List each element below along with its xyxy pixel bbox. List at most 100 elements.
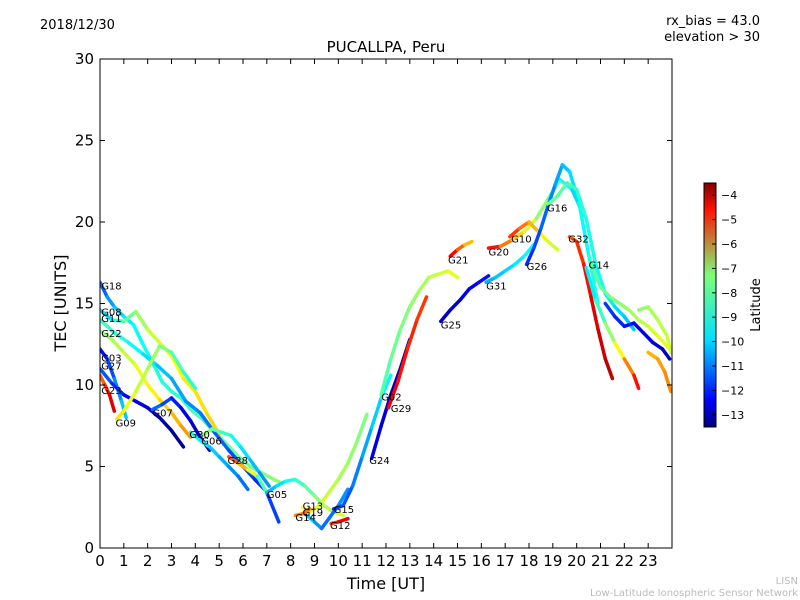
track-segment (141, 352, 159, 368)
track-segment (181, 370, 198, 391)
satellite-track (100, 373, 117, 413)
org-short-label: LISN (775, 576, 798, 587)
satellite-label: G22 (101, 329, 121, 340)
track-segment (105, 295, 117, 309)
satellite-label: G23 (101, 386, 121, 397)
track-segment (448, 298, 462, 312)
x-tick-label: 13 (400, 552, 419, 570)
track-segment (439, 308, 453, 324)
track-segment (169, 389, 183, 400)
track-segment (255, 474, 269, 495)
track-segment (200, 427, 214, 438)
track-segment (157, 344, 174, 355)
track-segment (327, 477, 341, 495)
track-segment (646, 350, 660, 361)
track-segment (646, 305, 660, 322)
track-segment (150, 360, 164, 384)
track-segment (532, 226, 543, 250)
colorbar-tick-label: −7 (721, 262, 737, 275)
satellite-label: G30 (189, 430, 209, 441)
x-tick-label: 15 (448, 552, 467, 570)
track-segment (336, 487, 350, 508)
y-tick-label: 5 (84, 458, 94, 476)
track-segment (193, 389, 210, 417)
satellite-label: G09 (116, 419, 136, 430)
track-segment (379, 393, 393, 428)
track-segment (236, 474, 250, 492)
track-segment (248, 458, 262, 475)
x-tick-label: 7 (262, 552, 272, 570)
x-tick-label: 23 (639, 552, 658, 570)
track-segment (534, 197, 550, 221)
credit-block: LISN Low-Latitude Ionospheric Sensor Net… (590, 576, 798, 600)
track-segment (257, 471, 271, 488)
track-segment (110, 381, 126, 397)
track-segment (145, 327, 162, 345)
track-segment (655, 318, 669, 338)
colorbar: −4 −5 −6 −7 −8 −9 −10 −11 −12 −13 Latitude (703, 182, 764, 428)
track-segment (613, 305, 627, 319)
org-long-label: Low-Latitude Ionospheric Sensor Network (590, 588, 798, 599)
satellite-track (484, 243, 536, 285)
track-segment (627, 308, 641, 322)
track-segment (555, 181, 569, 198)
track-segment (655, 357, 667, 374)
plot-frame (99, 58, 673, 549)
track-segment (405, 318, 419, 351)
track-segment (181, 376, 198, 394)
track-segment (577, 200, 591, 257)
track-segment (582, 262, 593, 299)
track-segment (100, 308, 114, 322)
satellite-track (603, 301, 672, 361)
satellite-track (439, 274, 491, 324)
satellite-track (329, 516, 350, 526)
track-segment (229, 433, 243, 449)
track-segment (389, 327, 403, 361)
track-segment (517, 220, 531, 231)
track-segment (188, 430, 202, 443)
track-segment (467, 280, 481, 291)
track-segment (617, 301, 631, 312)
track-segment (603, 357, 615, 381)
satellite-track (188, 430, 250, 492)
track-segment (360, 425, 374, 459)
track-segment (122, 350, 138, 368)
track-segment (651, 340, 665, 351)
track-segment (217, 454, 231, 469)
x-tick-label: 8 (286, 552, 296, 570)
x-tick-label: 11 (353, 552, 372, 570)
y-axis-label: TEC [UNITS] (51, 255, 70, 353)
colorbar-tick-layer: −4 −5 −6 −7 −8 −9 −10 −11 −12 −13 (712, 189, 744, 422)
track-segment (169, 350, 186, 374)
track-segment (553, 163, 565, 187)
colorbar-tick-label: −8 (721, 287, 737, 300)
track-segment (319, 516, 331, 531)
satellite-label: G11 (101, 314, 121, 325)
track-segment (198, 438, 212, 449)
track-segment (134, 309, 150, 332)
satellite-track (293, 507, 312, 518)
track-segment (112, 331, 131, 345)
series-layer (100, 163, 672, 531)
track-segment (157, 397, 174, 415)
track-segment (346, 438, 360, 465)
track-segment (589, 261, 603, 289)
satellite-label: G27 (101, 361, 121, 372)
track-segment (524, 246, 536, 267)
satellite-label: G05 (267, 490, 287, 501)
x-tick-label: 22 (615, 552, 634, 570)
track-segment (503, 262, 517, 273)
track-segment (236, 454, 252, 469)
track-segment (169, 396, 183, 410)
track-segment (589, 295, 600, 332)
satellite-track (100, 308, 221, 436)
track-segment (188, 407, 205, 421)
satellite-track (226, 454, 281, 524)
track-segment (212, 430, 231, 452)
tick-layer: 0 1 2 3 4 5 6 7 8 9 10 11 12 13 14 15 16 17 18 19 20 21 22 2305… (75, 50, 672, 570)
x-tick-label: 18 (519, 552, 538, 570)
satellite-label: G08 (101, 308, 121, 319)
track-segment (226, 454, 240, 465)
track-segment (398, 305, 412, 332)
